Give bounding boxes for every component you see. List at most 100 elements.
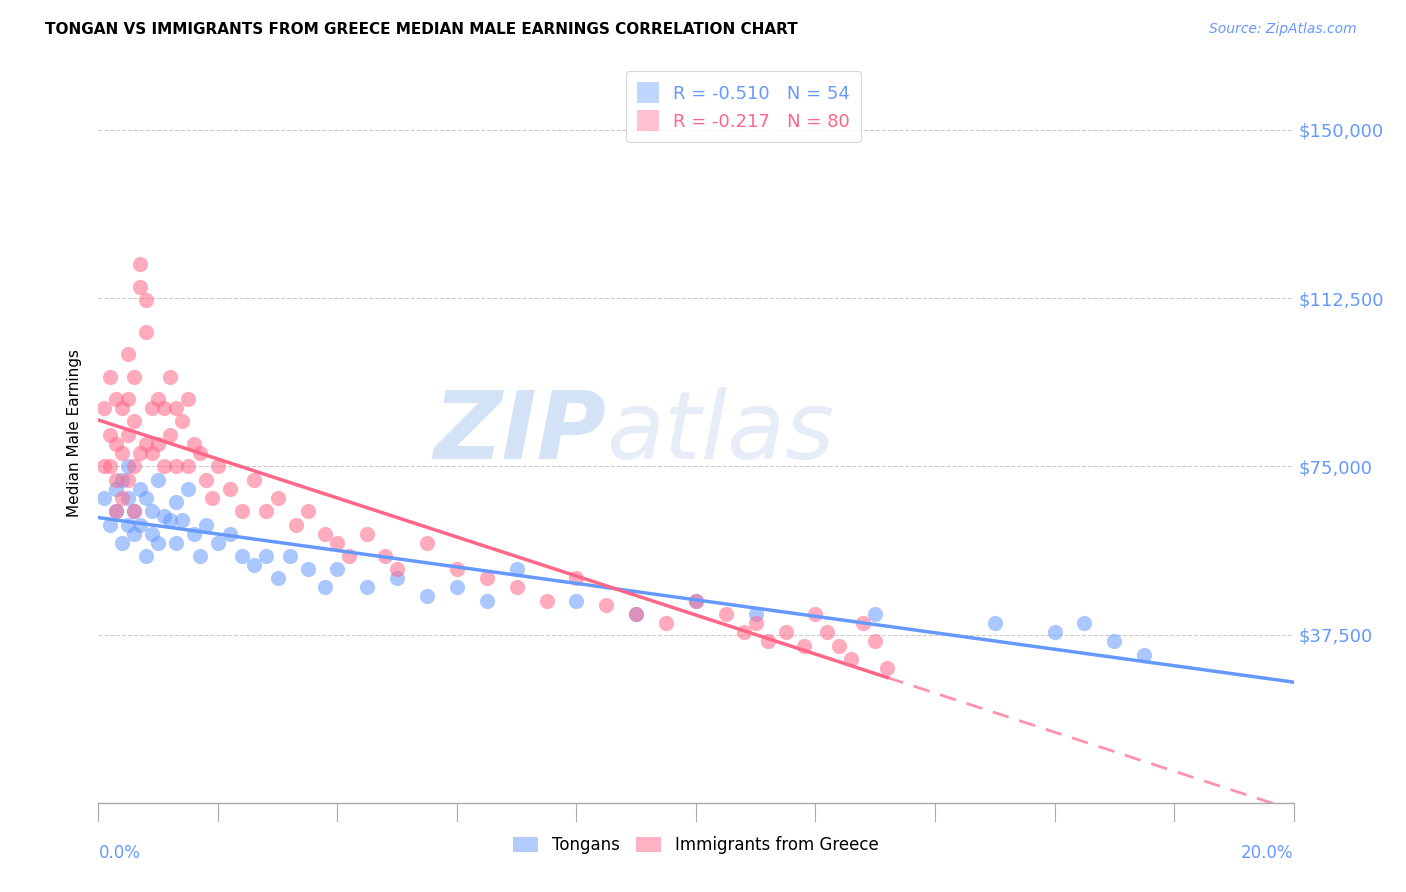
Point <box>374 549 396 563</box>
Point <box>93 459 115 474</box>
Point <box>111 491 134 505</box>
Point <box>148 392 170 406</box>
Point <box>876 661 898 675</box>
Point <box>177 392 200 406</box>
Legend: R = -0.510   N = 54, R = -0.217   N = 80: R = -0.510 N = 54, R = -0.217 N = 80 <box>627 71 860 142</box>
Point <box>254 549 277 563</box>
Point <box>506 581 529 595</box>
Point <box>841 652 863 666</box>
Point <box>183 526 205 541</box>
Point <box>159 513 181 527</box>
Point <box>231 549 253 563</box>
Point <box>385 571 409 585</box>
Point <box>793 639 815 653</box>
Point <box>326 562 349 576</box>
Y-axis label: Median Male Earnings: Median Male Earnings <box>67 349 83 516</box>
Point <box>714 607 737 622</box>
Point <box>141 526 163 541</box>
Point <box>129 257 152 271</box>
Point <box>148 535 170 549</box>
Point <box>685 594 707 608</box>
Point <box>165 401 187 415</box>
Point <box>446 581 468 595</box>
Point <box>416 590 439 604</box>
Point <box>98 428 122 442</box>
Point <box>984 616 1007 631</box>
Point <box>339 549 361 563</box>
Point <box>105 473 128 487</box>
Point <box>804 607 827 622</box>
Point <box>153 401 176 415</box>
Point <box>98 517 122 532</box>
Point <box>655 616 678 631</box>
Point <box>117 347 139 361</box>
Point <box>284 517 307 532</box>
Point <box>129 280 152 294</box>
Point <box>775 625 797 640</box>
Point <box>595 599 617 613</box>
Point <box>195 473 218 487</box>
Point <box>159 428 181 442</box>
Point <box>356 581 378 595</box>
Point <box>148 473 170 487</box>
Point <box>124 504 146 518</box>
Point <box>626 607 648 622</box>
Point <box>98 369 122 384</box>
Point <box>124 459 146 474</box>
Point <box>446 562 468 576</box>
Point <box>219 482 242 496</box>
Point <box>356 526 378 541</box>
Text: 0.0%: 0.0% <box>98 845 141 863</box>
Point <box>243 558 266 572</box>
Point <box>278 549 301 563</box>
Point <box>129 482 152 496</box>
Point <box>153 508 176 523</box>
Point <box>111 535 134 549</box>
Point <box>267 571 290 585</box>
Point <box>105 504 128 518</box>
Point <box>475 594 498 608</box>
Point <box>188 549 211 563</box>
Point <box>326 535 349 549</box>
Point <box>506 562 529 576</box>
Point <box>207 459 229 474</box>
Point <box>159 369 181 384</box>
Point <box>165 495 187 509</box>
Point <box>1073 616 1095 631</box>
Point <box>297 504 319 518</box>
Point <box>172 513 194 527</box>
Point <box>626 607 648 622</box>
Point <box>111 473 134 487</box>
Text: Source: ZipAtlas.com: Source: ZipAtlas.com <box>1209 22 1357 37</box>
Point <box>195 517 218 532</box>
Point <box>117 392 139 406</box>
Point <box>852 616 875 631</box>
Point <box>828 639 851 653</box>
Point <box>756 634 779 648</box>
Point <box>165 535 187 549</box>
Point <box>565 594 588 608</box>
Point <box>536 594 558 608</box>
Point <box>148 437 170 451</box>
Point <box>385 562 409 576</box>
Point <box>129 446 152 460</box>
Point <box>105 504 128 518</box>
Point <box>231 504 253 518</box>
Point <box>117 517 139 532</box>
Text: ZIP: ZIP <box>433 386 606 479</box>
Point <box>745 616 768 631</box>
Point <box>135 491 157 505</box>
Point <box>117 473 139 487</box>
Point <box>111 401 134 415</box>
Point <box>201 491 224 505</box>
Point <box>188 446 211 460</box>
Point <box>117 459 139 474</box>
Point <box>135 293 157 308</box>
Point <box>297 562 319 576</box>
Point <box>745 607 768 622</box>
Point <box>733 625 755 640</box>
Point <box>254 504 277 518</box>
Point <box>141 504 163 518</box>
Point <box>141 401 163 415</box>
Text: TONGAN VS IMMIGRANTS FROM GREECE MEDIAN MALE EARNINGS CORRELATION CHART: TONGAN VS IMMIGRANTS FROM GREECE MEDIAN … <box>45 22 797 37</box>
